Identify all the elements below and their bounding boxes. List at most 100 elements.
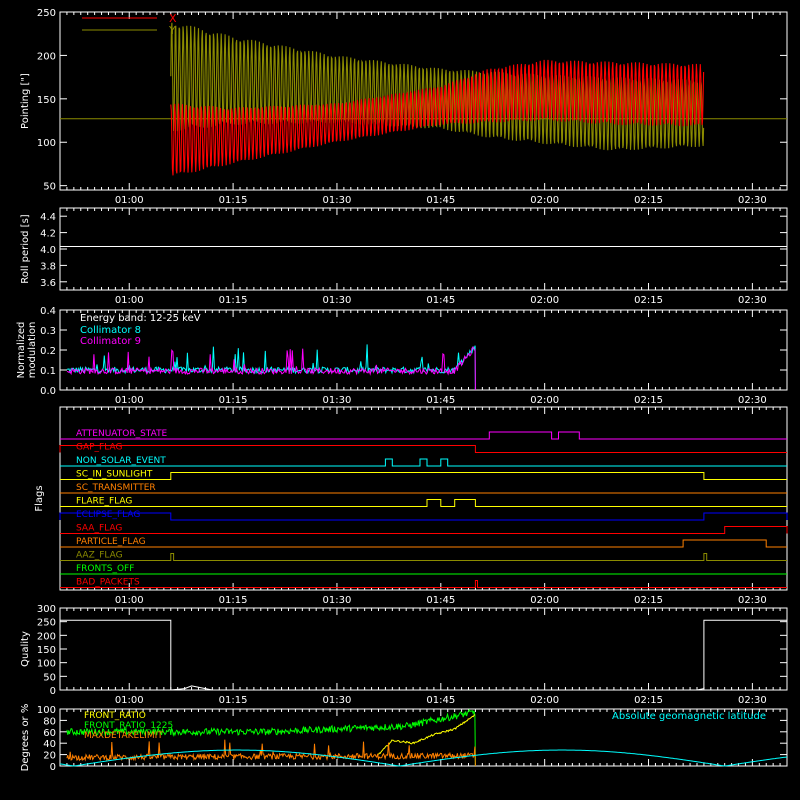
x-tick-label: 02:15 xyxy=(634,395,663,406)
series-y-line xyxy=(170,22,705,151)
x-tick-label: 01:15 xyxy=(219,595,248,606)
flag-label-fronts-off: FRONTS_OFF xyxy=(76,564,134,574)
x-tick-label: 01:15 xyxy=(219,195,248,206)
y-tick-label: 100 xyxy=(37,659,56,670)
flag-label-flare-flag: FLARE_FLAG xyxy=(76,497,132,507)
x-tick-label: 02:00 xyxy=(530,195,559,206)
panel-roll: 3.6 3.8 4.0 4.2 4.4 Roll period [s] 01:00 01:15… xyxy=(20,207,788,306)
x-tick-label: 02:00 xyxy=(530,595,559,606)
x-tick-label: 02:15 xyxy=(634,695,663,706)
y-tick-label: 50 xyxy=(43,182,56,193)
x-tick-label: 02:15 xyxy=(634,295,663,306)
y-tick-label: 3.6 xyxy=(40,278,56,289)
x-tick-label: 01:45 xyxy=(426,695,455,706)
x-tick-label: 02:30 xyxy=(738,195,767,206)
legend-label-maxdetakelimit: MAXDETAKELIMIT xyxy=(84,731,163,741)
y-axis-label: Normalizedmodulation xyxy=(16,322,38,379)
quality-line xyxy=(60,619,787,691)
x-tick-label: 01:30 xyxy=(323,195,352,206)
y-tick-label: 300 xyxy=(37,604,56,615)
y-tick-label: 150 xyxy=(37,645,56,656)
series-front-ratio-1225-line xyxy=(66,708,476,767)
y-tick-label: 4.4 xyxy=(40,212,56,223)
flag-line-particle-flag xyxy=(60,539,787,548)
x-tick-label: 01:45 xyxy=(426,595,455,606)
x-tick-label: 02:30 xyxy=(738,395,767,406)
flag-line-aaz-flag xyxy=(60,553,787,561)
flag-line-gap-flag xyxy=(59,445,787,453)
y-axis-label: Roll period [s] xyxy=(20,214,31,283)
y-tick-label: 40 xyxy=(43,739,56,750)
series-x-line xyxy=(170,59,705,176)
x-tick-label: 02:15 xyxy=(634,595,663,606)
x-tick-label: 02:30 xyxy=(738,595,767,606)
y-tick-label: 50 xyxy=(43,672,56,683)
x-tick-label: 02:00 xyxy=(530,295,559,306)
y-tick-label: 100 xyxy=(37,138,56,149)
flag-label-sc-transmitter: SC_TRANSMITTER xyxy=(76,483,156,493)
y-tick-label: 0.0 xyxy=(40,386,56,397)
y-tick-label: 0.3 xyxy=(40,326,56,337)
y-axis-label: Flags xyxy=(34,485,45,511)
y-tick-label: 0.4 xyxy=(40,306,56,317)
x-tick-label: 01:00 xyxy=(115,195,144,206)
x-tick-label: 01:00 xyxy=(115,395,144,406)
x-tick-label: 01:30 xyxy=(323,295,352,306)
x-tick-label: 01:45 xyxy=(426,195,455,206)
flag-line-attenuator-state xyxy=(60,431,787,440)
panel-frame xyxy=(59,207,788,291)
flag-line-eclipse-flag xyxy=(59,512,788,521)
panel-quality: 0 50 100 150 200 250 300 Quality 01:00 01:15 01:30… xyxy=(20,604,788,706)
y-tick-label: 250 xyxy=(37,8,56,19)
legend-label-collimator-9: Collimator 9 xyxy=(80,336,141,347)
flag-line-bad-packets xyxy=(60,580,787,588)
flag-label-non-solar-event: NON_SOLAR_EVENT xyxy=(76,456,166,466)
y-tick-label: 4.2 xyxy=(40,229,56,240)
y-tick-label: 80 xyxy=(43,716,56,727)
y-tick-label: 3.8 xyxy=(40,261,56,272)
flag-label-sc-in-sunlight: SC_IN_SUNLIGHT xyxy=(76,470,153,480)
flag-label-particle-flag: PARTICLE_FLAG xyxy=(76,537,146,547)
y-tick-label: 150 xyxy=(37,95,56,106)
flag-label-eclipse-flag: ECLIPSE_FLAG xyxy=(76,510,140,520)
x-tick-label: 02:15 xyxy=(634,195,663,206)
x-tick-label: 02:30 xyxy=(738,695,767,706)
x-tick-label: 01:30 xyxy=(323,695,352,706)
flag-line-sc-in-sunlight xyxy=(60,472,787,480)
x-tick-label: 01:15 xyxy=(219,695,248,706)
geomagnetic-latitude-label: Absolute geomagnetic latitude xyxy=(612,711,766,722)
panel-frame xyxy=(59,11,788,191)
x-tick-label: 01:30 xyxy=(323,595,352,606)
y-tick-label: 0 xyxy=(50,762,56,773)
panel-flags: Flags ATTENUATOR_STATE GAP_FLAG NON_SOLAR_E… xyxy=(34,406,788,606)
panel-frame xyxy=(59,708,788,767)
y-tick-label: 60 xyxy=(43,728,56,739)
x-tick-label: 02:00 xyxy=(530,695,559,706)
x-tick-label: 02:00 xyxy=(530,395,559,406)
y-tick-label: 4.0 xyxy=(40,245,56,256)
flag-label-saa-flag: SAA_FLAG xyxy=(76,524,122,534)
series-collimator-9-line xyxy=(66,346,476,391)
energy-band-label: Energy band: 12-25 keV xyxy=(80,313,201,324)
flag-label-gap-flag: GAP_FLAG xyxy=(76,443,122,453)
x-tick-label: 01:15 xyxy=(219,295,248,306)
flag-line-saa-flag xyxy=(60,526,788,534)
y-tick-label: 200 xyxy=(37,631,56,642)
x-tick-label: 01:30 xyxy=(323,395,352,406)
x-tick-label: 01:00 xyxy=(115,595,144,606)
legend-label-x: X xyxy=(169,12,177,25)
x-tick-label: 01:15 xyxy=(219,395,248,406)
y-tick-label: 250 xyxy=(37,618,56,629)
y-axis-label: Degrees or % xyxy=(20,704,31,772)
series-front-ratio-line xyxy=(378,714,476,755)
legend-label-front-ratio: FRONT_RATIO xyxy=(84,711,146,721)
panel-frame xyxy=(59,406,788,591)
legend-label-front-ratio-1225: FRONT_RATIO_1225 xyxy=(84,721,173,731)
y-axis-label: Quality xyxy=(20,631,31,667)
y-tick-label: 200 xyxy=(37,51,56,62)
geomagnetic-latitude-line xyxy=(59,749,788,767)
y-tick-label: 0 xyxy=(50,686,56,697)
flag-line-flare-flag xyxy=(60,499,787,507)
x-tick-label: 01:00 xyxy=(115,695,144,706)
